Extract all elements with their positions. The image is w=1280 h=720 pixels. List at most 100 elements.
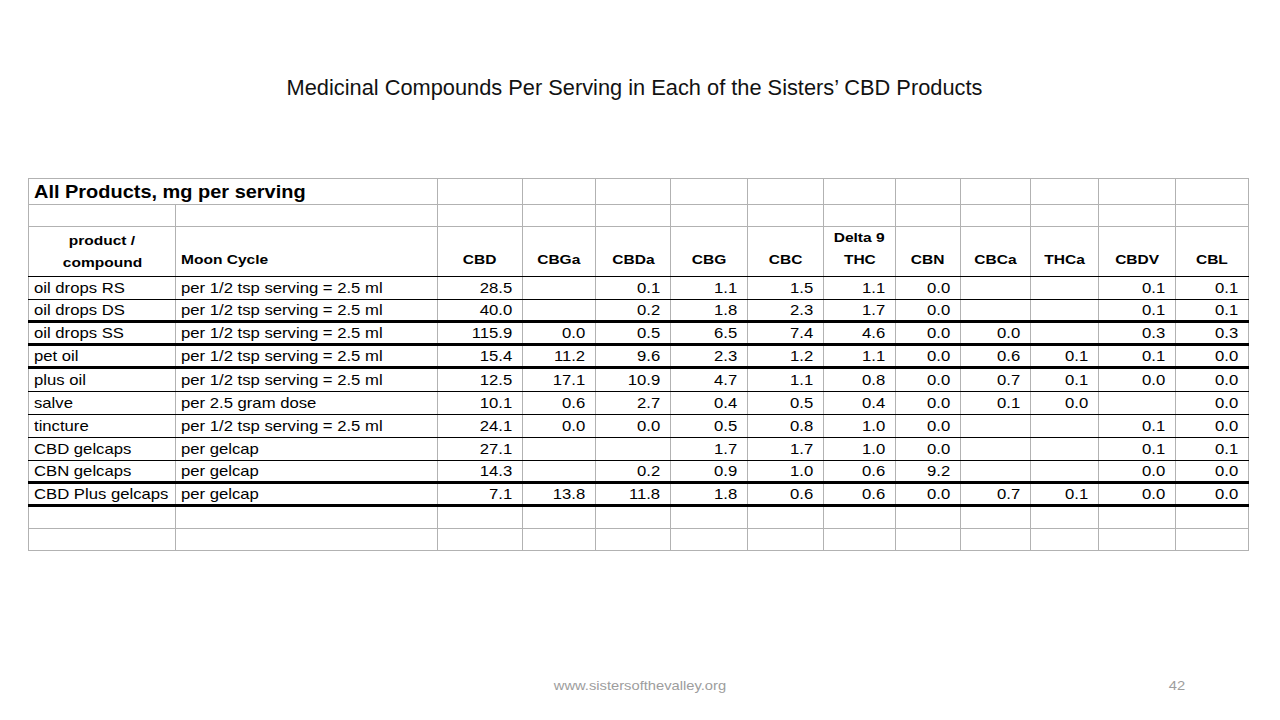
- value-cell: 27.1: [438, 438, 523, 461]
- value-cell: 1.7: [824, 300, 896, 322]
- value-cell: 0.0: [1099, 483, 1176, 506]
- value-cell: 9.2: [896, 461, 961, 483]
- slide-title: Medicinal Compounds Per Serving in Each …: [0, 75, 1269, 101]
- product-name-cell: CBN gelcaps: [29, 461, 176, 483]
- caption-row-empty-cell: [1099, 179, 1176, 205]
- spacer-cell: [1176, 205, 1249, 227]
- value-cell: 0.1: [1176, 277, 1249, 300]
- spacer-cell: [671, 205, 748, 227]
- value-cell: 0.5: [596, 322, 671, 345]
- products-table: All Products, mg per servingproduct /com…: [28, 178, 1249, 551]
- serving-size-cell: per 1/2 tsp serving = 2.5 ml: [176, 322, 438, 345]
- empty-cell: [824, 529, 896, 551]
- value-cell: 115.9: [438, 322, 523, 345]
- serving-size-cell: per gelcap: [176, 461, 438, 483]
- value-cell: 28.5: [438, 277, 523, 300]
- empty-cell: [29, 506, 176, 529]
- value-cell: [523, 461, 596, 483]
- value-cell: 1.1: [748, 368, 824, 392]
- value-cell: 0.2: [596, 300, 671, 322]
- spacer-cell: [748, 205, 824, 227]
- spacer-cell: [824, 205, 896, 227]
- value-cell: [961, 415, 1031, 438]
- column-header-thc: Delta 9THC: [824, 227, 896, 277]
- value-cell: 11.8: [596, 483, 671, 506]
- value-cell: [1031, 277, 1099, 300]
- value-cell: 7.1: [438, 483, 523, 506]
- value-cell: 1.8: [671, 300, 748, 322]
- empty-cell: [1099, 529, 1176, 551]
- empty-cell: [1099, 506, 1176, 529]
- caption-row-empty-cell: [1031, 179, 1099, 205]
- spacer-cell: [29, 205, 176, 227]
- column-header-cbca: CBCa: [961, 227, 1031, 277]
- caption-row-empty-cell: [1176, 179, 1249, 205]
- caption-row-empty-cell: [671, 179, 748, 205]
- value-cell: 0.0: [961, 322, 1031, 345]
- value-cell: 0.0: [1176, 392, 1249, 415]
- serving-size-cell: per 1/2 tsp serving = 2.5 ml: [176, 368, 438, 392]
- empty-cell: [596, 529, 671, 551]
- column-header-cbd: CBD: [438, 227, 523, 277]
- value-cell: 0.0: [896, 392, 961, 415]
- value-cell: 0.0: [896, 415, 961, 438]
- caption-row-empty-cell: [438, 179, 523, 205]
- column-header-thca: THCa: [1031, 227, 1099, 277]
- value-cell: [523, 438, 596, 461]
- product-name-cell: plus oil: [29, 368, 176, 392]
- value-cell: 0.0: [896, 277, 961, 300]
- value-cell: 0.6: [523, 392, 596, 415]
- value-cell: 1.0: [748, 461, 824, 483]
- value-cell: [523, 300, 596, 322]
- value-cell: 0.1: [1099, 345, 1176, 368]
- value-cell: 17.1: [523, 368, 596, 392]
- value-cell: 0.1: [596, 277, 671, 300]
- value-cell: 0.8: [748, 415, 824, 438]
- value-cell: 0.1: [1031, 345, 1099, 368]
- column-header-cbc: CBC: [748, 227, 824, 277]
- value-cell: 0.6: [824, 483, 896, 506]
- serving-size-cell: per 1/2 tsp serving = 2.5 ml: [176, 345, 438, 368]
- serving-size-cell: per 1/2 tsp serving = 2.5 ml: [176, 300, 438, 322]
- spacer-cell: [438, 205, 523, 227]
- empty-cell: [438, 529, 523, 551]
- empty-cell: [596, 506, 671, 529]
- value-cell: 4.6: [824, 322, 896, 345]
- empty-cell: [1176, 506, 1249, 529]
- value-cell: 13.8: [523, 483, 596, 506]
- value-cell: 0.7: [961, 368, 1031, 392]
- value-cell: 0.0: [523, 415, 596, 438]
- column-header-moon-cycle: Moon Cycle: [176, 227, 438, 277]
- value-cell: 0.3: [1176, 322, 1249, 345]
- value-cell: 1.5: [748, 277, 824, 300]
- value-cell: 0.0: [896, 300, 961, 322]
- caption-row-empty-cell: [523, 179, 596, 205]
- value-cell: 0.0: [1176, 415, 1249, 438]
- value-cell: 4.7: [671, 368, 748, 392]
- serving-size-cell: per gelcap: [176, 438, 438, 461]
- value-cell: [1031, 415, 1099, 438]
- empty-cell: [523, 529, 596, 551]
- empty-cell: [176, 506, 438, 529]
- column-header-product-line2: compound: [62, 252, 141, 274]
- value-cell: 0.6: [961, 345, 1031, 368]
- value-cell: 0.0: [1031, 392, 1099, 415]
- value-cell: [1031, 461, 1099, 483]
- value-cell: 0.6: [748, 483, 824, 506]
- empty-cell: [896, 506, 961, 529]
- value-cell: 0.1: [1099, 300, 1176, 322]
- column-header-cbg: CBG: [671, 227, 748, 277]
- product-name-cell: pet oil: [29, 345, 176, 368]
- value-cell: [961, 461, 1031, 483]
- value-cell: 0.2: [596, 461, 671, 483]
- value-cell: 0.1: [961, 392, 1031, 415]
- column-header-cbn: CBN: [896, 227, 961, 277]
- value-cell: 2.3: [671, 345, 748, 368]
- value-cell: 1.8: [671, 483, 748, 506]
- value-cell: 0.9: [671, 461, 748, 483]
- value-cell: 0.0: [896, 345, 961, 368]
- value-cell: 0.1: [1176, 438, 1249, 461]
- caption-row-empty-cell: [596, 179, 671, 205]
- spacer-cell: [1099, 205, 1176, 227]
- value-cell: 1.2: [748, 345, 824, 368]
